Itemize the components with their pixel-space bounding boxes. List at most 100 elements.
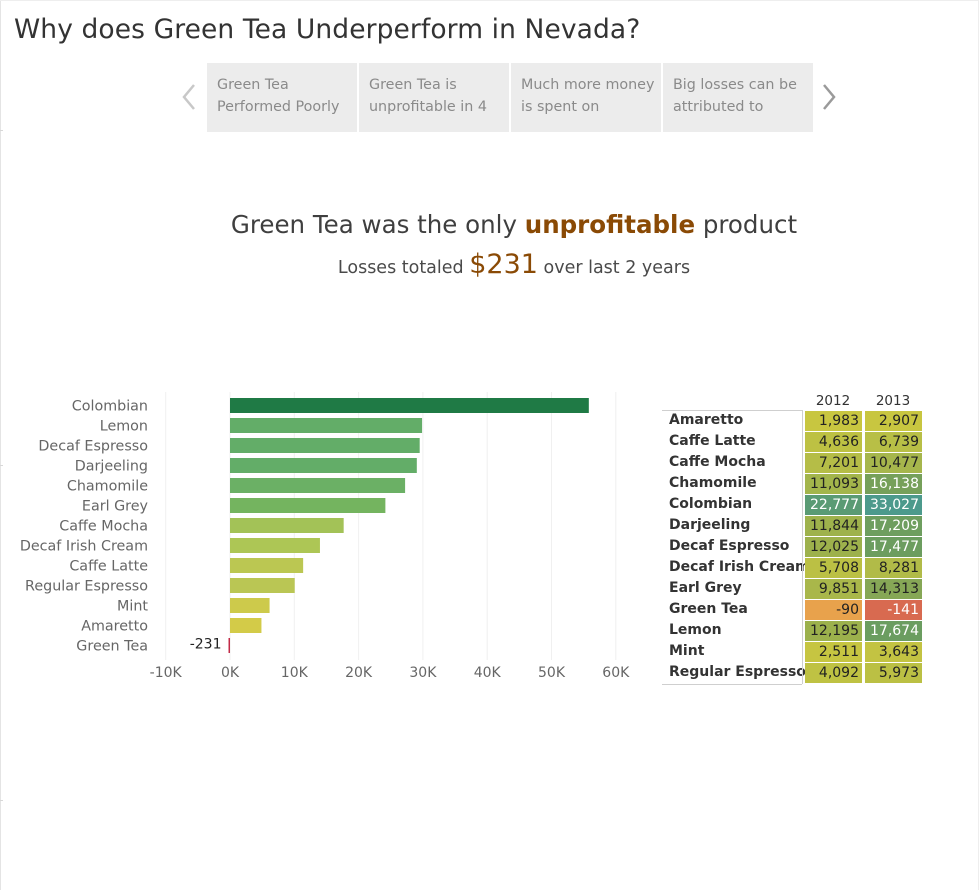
column-header: 2012 [815, 393, 851, 409]
story-point-3[interactable]: Much more money is spent on [511, 63, 661, 132]
heat-cell[interactable]: 1,983 [805, 411, 862, 431]
loss-amount: $231 [469, 249, 538, 280]
page-title: Why does Green Tea Underperform in Nevad… [14, 14, 641, 45]
story-next-button[interactable] [818, 81, 842, 113]
heat-cell[interactable]: 16,138 [865, 474, 922, 494]
top-edge [0, 0, 979, 1]
category-label: Mint [117, 599, 148, 615]
header-rule [662, 410, 802, 411]
bar-darjeeling[interactable] [230, 458, 417, 473]
bar-colombian[interactable] [230, 398, 589, 413]
bar-chamomile[interactable] [230, 478, 406, 493]
heat-cell[interactable]: 12,025 [805, 537, 862, 557]
heat-cell[interactable]: 14,313 [865, 579, 922, 599]
row-label: Colombian [669, 496, 753, 512]
row-label: Mint [669, 643, 705, 659]
story-point-1[interactable]: Green Tea Performed Poorly [207, 63, 357, 132]
heat-cell[interactable]: 5,973 [865, 663, 922, 683]
category-label: Earl Grey [82, 499, 149, 515]
x-tick-label: 40K [474, 665, 502, 681]
subheadline: Losses totaled $231 over last 2 years [0, 249, 979, 280]
heat-cell[interactable]: 9,851 [805, 579, 862, 599]
row-label: Green Tea [669, 601, 748, 617]
category-label: Caffe Mocha [59, 519, 148, 535]
bar-earl-grey[interactable] [230, 498, 386, 513]
x-tick-label: 0K [221, 665, 240, 681]
category-label: Lemon [100, 419, 148, 435]
x-tick-label: 60K [602, 665, 630, 681]
row-label: Decaf Irish Cream [669, 559, 810, 575]
data-label: -231 [190, 637, 222, 653]
category-label: Regular Espresso [25, 579, 148, 595]
heat-cell[interactable]: 11,844 [805, 516, 862, 536]
heat-cell[interactable]: 17,477 [865, 537, 922, 557]
bar-lemon[interactable] [230, 418, 423, 433]
row-label: Amaretto [669, 412, 744, 428]
heat-cell[interactable]: 10,477 [865, 453, 922, 473]
heat-cell[interactable]: -141 [865, 600, 922, 620]
heat-cell[interactable]: 6,739 [865, 432, 922, 452]
row-label: Lemon [669, 622, 722, 638]
column-rule [802, 410, 803, 684]
row-label: Caffe Mocha [669, 454, 766, 470]
heat-cell[interactable]: 8,281 [865, 558, 922, 578]
heat-cell[interactable]: 5,708 [805, 558, 862, 578]
category-label: Chamomile [67, 479, 148, 495]
column-header: 2013 [875, 393, 911, 409]
edge-mark [0, 465, 3, 466]
subheadline-before: Losses totaled [337, 258, 470, 278]
heat-cell[interactable]: 12,195 [805, 621, 862, 641]
headline: Green Tea was the only unprofitable prod… [0, 210, 979, 239]
bar-amaretto[interactable] [230, 618, 262, 633]
bar-green-tea[interactable] [228, 638, 231, 653]
bar-mint[interactable] [230, 598, 270, 613]
profit-bar-chart: Colombian Lemon Decaf Espresso Darjeeling Ch… [20, 392, 630, 681]
bar-caffe-latte[interactable] [230, 558, 304, 573]
row-label: Chamomile [669, 475, 757, 491]
headline-highlight: unprofitable [524, 210, 696, 239]
bar-decaf-irish-cream[interactable] [230, 538, 320, 553]
story-prev-button[interactable] [176, 81, 200, 113]
heat-cell[interactable]: 17,674 [865, 621, 922, 641]
category-label: Green Tea [76, 639, 148, 655]
category-label: Amaretto [81, 619, 148, 635]
row-label: Regular Espresso [669, 664, 806, 680]
row-label: Earl Grey [669, 580, 742, 596]
row-label: Darjeeling [669, 517, 751, 533]
heat-cell[interactable]: 2,907 [865, 411, 922, 431]
x-tick-label: 30K [409, 665, 437, 681]
bar-decaf-espresso[interactable] [230, 438, 420, 453]
heat-cell[interactable]: 17,209 [865, 516, 922, 536]
x-tick-label: 10K [281, 665, 309, 681]
story-point-2[interactable]: Green Tea is unprofitable in 4 [359, 63, 509, 132]
heat-cell[interactable]: 11,093 [805, 474, 862, 494]
subheadline-after: over last 2 years [537, 258, 691, 278]
story-navigator: Green Tea Performed Poorly Green Tea is … [176, 63, 846, 132]
edge-mark [0, 800, 3, 801]
heat-cell[interactable]: 4,092 [805, 663, 862, 683]
heat-cell[interactable]: -90 [805, 600, 862, 620]
category-label: Decaf Espresso [38, 439, 148, 455]
chevron-left-icon [182, 84, 195, 110]
heat-cell[interactable]: 7,201 [805, 453, 862, 473]
heat-cell[interactable]: 3,643 [865, 642, 922, 662]
category-label: Caffe Latte [69, 559, 148, 575]
heat-cell[interactable]: 33,027 [865, 495, 922, 515]
bar-caffe-mocha[interactable] [230, 518, 344, 533]
story-point-4[interactable]: Big losses can be attributed to [663, 63, 813, 132]
category-label: Darjeeling [75, 459, 148, 475]
headline-before: Green Tea was the only [230, 210, 525, 239]
headline-after: product [695, 210, 798, 239]
row-label: Decaf Espresso [669, 538, 790, 554]
heat-cell[interactable]: 22,777 [805, 495, 862, 515]
edge-mark [0, 130, 3, 131]
category-label: Decaf Irish Cream [20, 539, 148, 555]
x-tick-label: 20K [345, 665, 373, 681]
grid-lines [165, 392, 617, 660]
row-label: Caffe Latte [669, 433, 756, 449]
heat-cell[interactable]: 4,636 [805, 432, 862, 452]
chevron-right-icon [823, 84, 836, 110]
category-label: Colombian [72, 399, 148, 415]
bar-regular-espresso[interactable] [230, 578, 295, 593]
heat-cell[interactable]: 2,511 [805, 642, 862, 662]
